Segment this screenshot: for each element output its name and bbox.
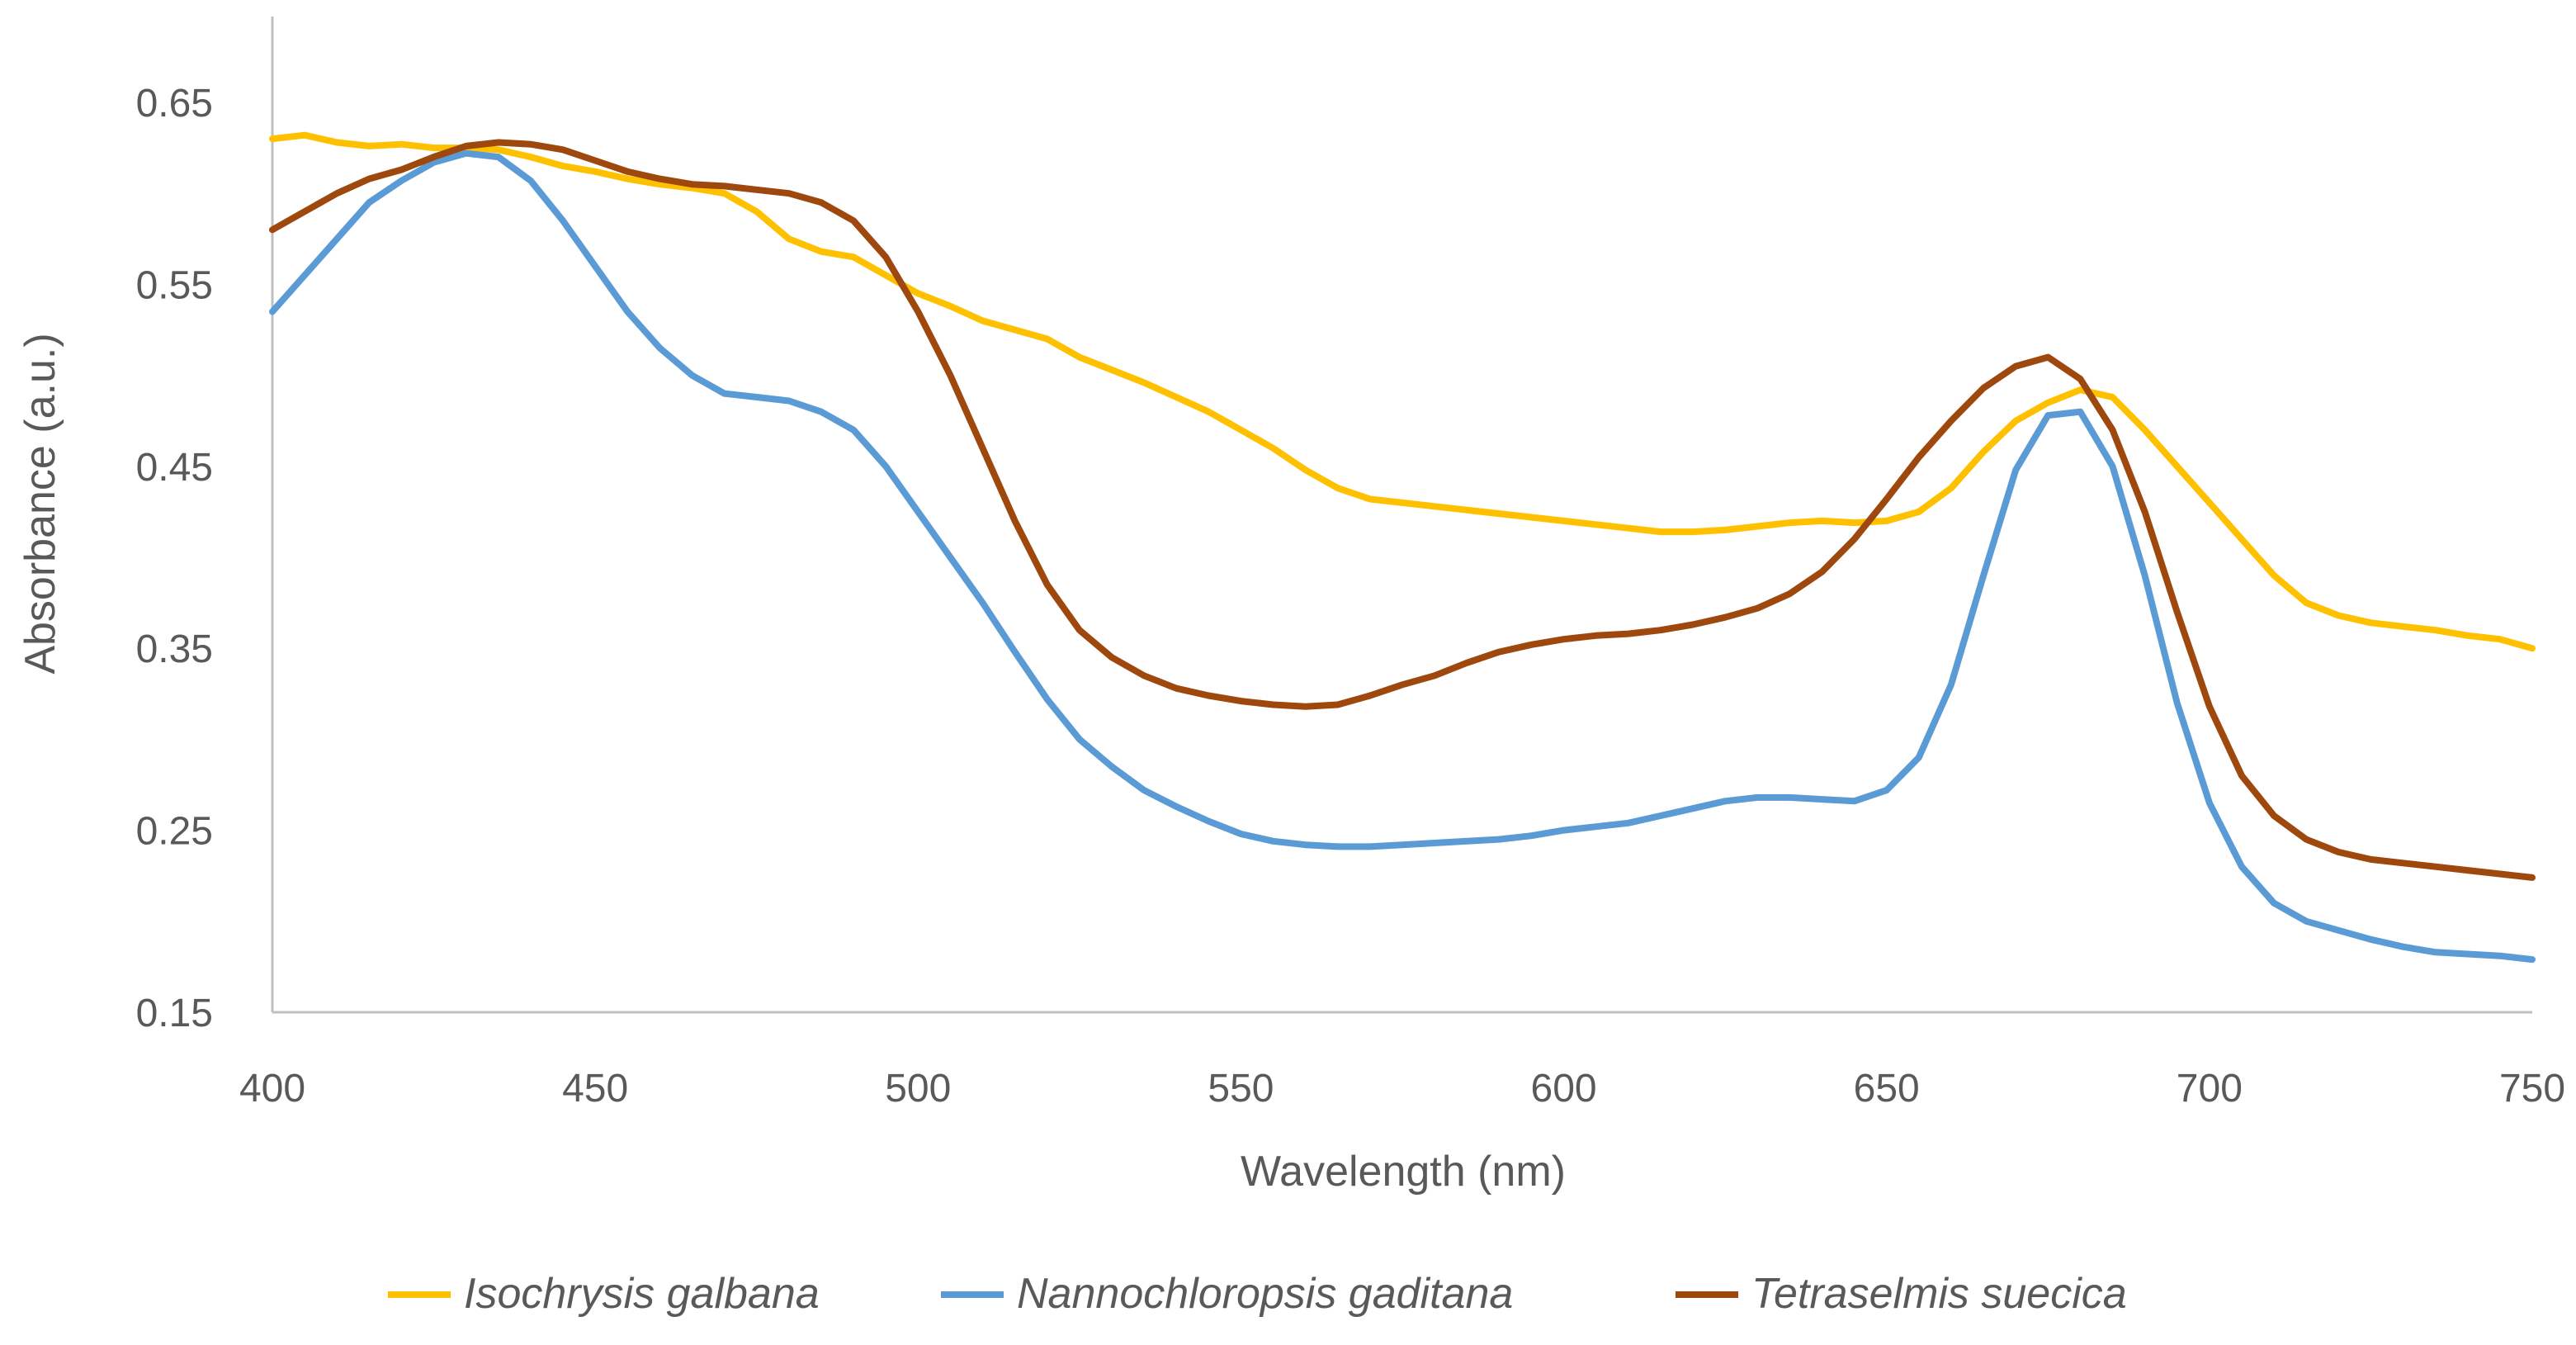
x-tick-label: 450 — [562, 1067, 628, 1111]
legend: Isochrysis galbana Nannochloropsis gadita… — [388, 1270, 2127, 1318]
x-tick-label: 700 — [2177, 1067, 2243, 1111]
y-axis-title: Absorbance (a.u.) — [17, 333, 64, 674]
plot-area — [269, 17, 2536, 1014]
y-tick-label: 0.35 — [136, 628, 213, 671]
series-layer — [269, 131, 2536, 964]
x-axis-ticks: 400 450 500 550 600 650 700 750 — [239, 1067, 2565, 1111]
series-line-isochrysis-galbana — [269, 131, 2536, 652]
x-tick-label: 500 — [885, 1067, 951, 1111]
y-tick-label: 0.15 — [136, 992, 213, 1035]
y-tick-label: 0.65 — [136, 82, 213, 126]
y-tick-label: 0.45 — [136, 446, 213, 490]
y-axis-ticks: 0.15 0.25 0.35 0.45 0.55 0.65 — [136, 82, 213, 1035]
x-tick-label: 750 — [2499, 1067, 2565, 1111]
x-tick-label: 600 — [1531, 1067, 1597, 1111]
legend-label: Nannochloropsis gaditana — [1017, 1270, 1513, 1318]
x-tick-label: 550 — [1208, 1067, 1274, 1111]
x-axis-title: Wavelength (nm) — [1241, 1148, 1566, 1196]
y-tick-label: 0.55 — [136, 263, 213, 307]
x-tick-label: 400 — [239, 1067, 305, 1111]
y-tick-label: 0.25 — [136, 810, 213, 854]
series-line-tetraselmis-suecica — [269, 139, 2536, 881]
x-tick-label: 650 — [1854, 1067, 1920, 1111]
legend-label: Isochrysis galbana — [464, 1270, 820, 1318]
legend-label: Tetraselmis suecica — [1751, 1270, 2127, 1318]
series-line-nannochloropsis-gaditana — [269, 149, 2536, 964]
